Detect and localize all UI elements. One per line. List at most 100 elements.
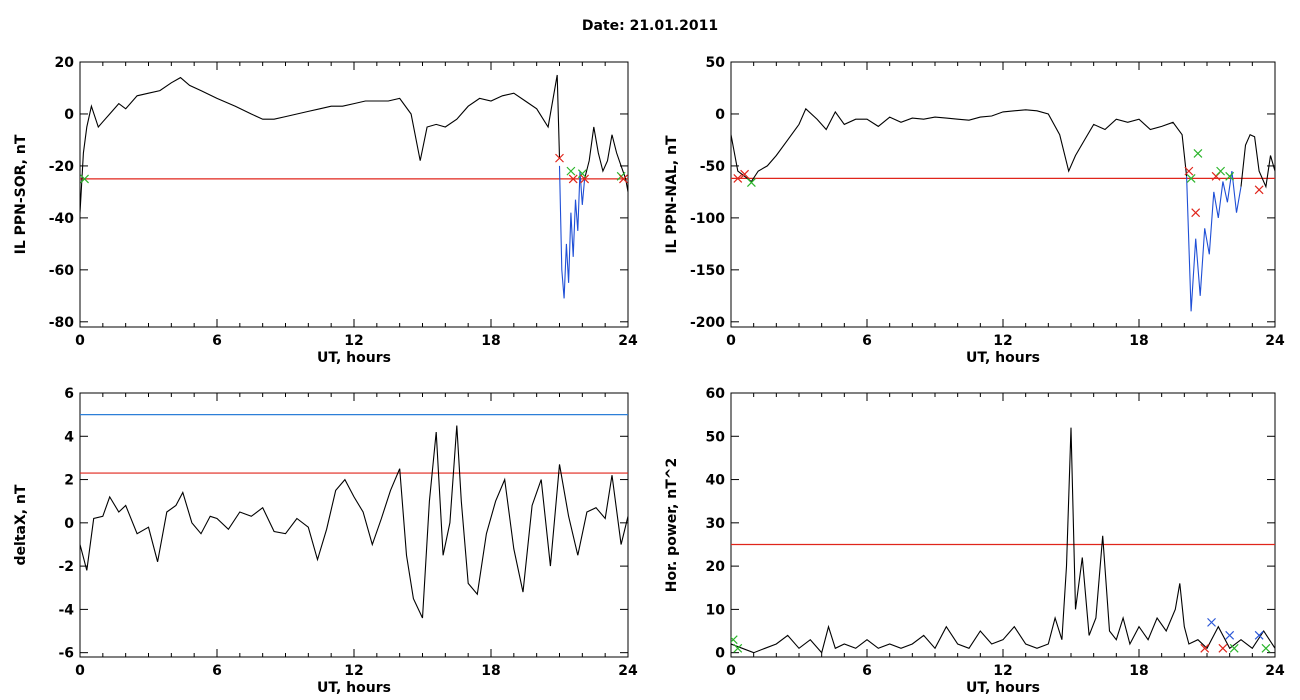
plot-frame: [730, 61, 1276, 328]
x-tick-label: 12: [344, 333, 363, 349]
y-tick-label: 0: [715, 646, 725, 662]
x-tick-label: 24: [1265, 333, 1285, 349]
y-tick-label: -150: [690, 263, 725, 279]
y-tick-label: 4: [64, 429, 74, 445]
series-line-blue: [1186, 171, 1242, 312]
marker-green: [733, 643, 743, 653]
x-tick-label: 6: [862, 333, 872, 349]
x-tick-label: 24: [618, 663, 638, 679]
y-tick-label: -50: [700, 159, 726, 175]
marker-green: [746, 178, 756, 187]
x-axis-title: UT, hours: [317, 680, 391, 696]
series-line-black: [731, 427, 1275, 654]
plot-area: [80, 414, 628, 619]
y-tick-label: 50: [706, 55, 726, 71]
y-tick-label: -100: [690, 211, 725, 227]
y-axis-title: deltaX, nT: [13, 484, 29, 565]
marker-green: [731, 635, 738, 645]
series-line-black: [1240, 133, 1275, 189]
x-tick-label: 0: [726, 663, 736, 679]
page-title: Date: 21.01.2011: [581, 18, 719, 34]
y-tick-label: 50: [706, 429, 726, 445]
marker-green: [1186, 173, 1196, 183]
x-tick-label: 12: [344, 663, 363, 679]
y-tick-label: -200: [690, 315, 725, 331]
y-tick-label: -20: [49, 159, 75, 175]
x-tick-label: 18: [481, 333, 500, 349]
x-tick-label: 24: [618, 333, 638, 349]
y-tick-label: 10: [706, 602, 726, 618]
y-axis-title: IL PPN-NAL, nT: [664, 135, 680, 254]
marker-blue: [1225, 630, 1235, 640]
y-tick-label: 0: [715, 107, 725, 123]
marker-green: [1229, 643, 1239, 653]
y-tick-label: -2: [58, 559, 74, 575]
marker-red: [740, 169, 750, 179]
y-tick-label: 6: [64, 386, 74, 402]
marker-blue: [1254, 630, 1264, 640]
marker-red: [555, 153, 564, 163]
marker-green: [1261, 643, 1271, 653]
x-axis-title: UT, hours: [317, 350, 391, 366]
y-tick-label: 0: [64, 107, 74, 123]
marker-red: [619, 174, 628, 184]
marker-blue: [1207, 617, 1216, 627]
series-line-black: [80, 74, 561, 213]
series-line-black: [731, 107, 1188, 183]
y-tick-label: 60: [706, 386, 726, 402]
marker-red: [1184, 166, 1194, 176]
marker-red: [1254, 185, 1264, 195]
plot-area: [731, 107, 1275, 312]
x-tick-label: 6: [862, 663, 872, 679]
y-tick-label: 2: [64, 473, 74, 489]
series-line-black: [80, 425, 628, 619]
x-tick-label: 18: [1129, 663, 1148, 679]
x-tick-label: 24: [1265, 663, 1285, 679]
x-tick-label: 18: [481, 663, 500, 679]
x-axis-title: UT, hours: [966, 350, 1040, 366]
chart-power: 0 6 12 18 24 0 10 20 30 40 50 60 UT, hours Hor. power…: [664, 386, 1285, 696]
marker-green: [1216, 166, 1226, 176]
marker-green: [566, 166, 576, 176]
y-tick-label: -40: [49, 211, 75, 227]
y-tick-label: 20: [706, 559, 726, 575]
x-tick-label: 18: [1129, 333, 1148, 349]
x-tick-label: 6: [212, 333, 222, 349]
marker-green: [1225, 171, 1235, 181]
x-tick-label: 0: [726, 333, 736, 349]
plot-frame: [79, 61, 629, 328]
y-axis-title: IL PPN-SOR, nT: [13, 134, 29, 254]
y-tick-label: -60: [49, 263, 75, 279]
y-tick-label: -6: [58, 646, 74, 662]
chart-nal: 0 6 12 18 24 -200 -150 -100 -50 0 50 UT, hours IL PP…: [664, 55, 1285, 366]
y-tick-label: -80: [49, 315, 75, 331]
marker-green: [80, 174, 89, 184]
x-tick-label: 0: [75, 663, 85, 679]
series-line-black: [584, 126, 628, 192]
series-line-blue: [558, 165, 586, 299]
y-axis-title: Hor. power, nT^2: [664, 458, 680, 593]
plot-area: [80, 74, 628, 299]
y-tick-label: 20: [55, 55, 75, 71]
y-tick-label: 30: [706, 516, 726, 532]
y-tick-label: 0: [64, 516, 74, 532]
marker-red: [580, 174, 590, 184]
x-tick-label: 6: [212, 663, 222, 679]
y-tick-label: 40: [706, 473, 726, 489]
x-tick-label: 12: [993, 663, 1012, 679]
plot-area: [731, 427, 1275, 654]
marker-green: [1193, 149, 1203, 158]
x-axis-title: UT, hours: [966, 680, 1040, 696]
marker-green: [577, 169, 587, 179]
marker-red: [1200, 643, 1210, 653]
marker-red: [1218, 643, 1228, 653]
chart-sor: 0 6 12 18 24 -80 -60 -40 -20 0 20 UT, hours IL PPN-S…: [13, 55, 638, 366]
x-tick-label: 12: [993, 333, 1012, 349]
y-tick-label: -4: [58, 602, 74, 618]
marker-red: [568, 174, 578, 184]
marker-red: [733, 173, 743, 183]
marker-red: [1191, 208, 1201, 218]
x-tick-label: 0: [75, 333, 85, 349]
